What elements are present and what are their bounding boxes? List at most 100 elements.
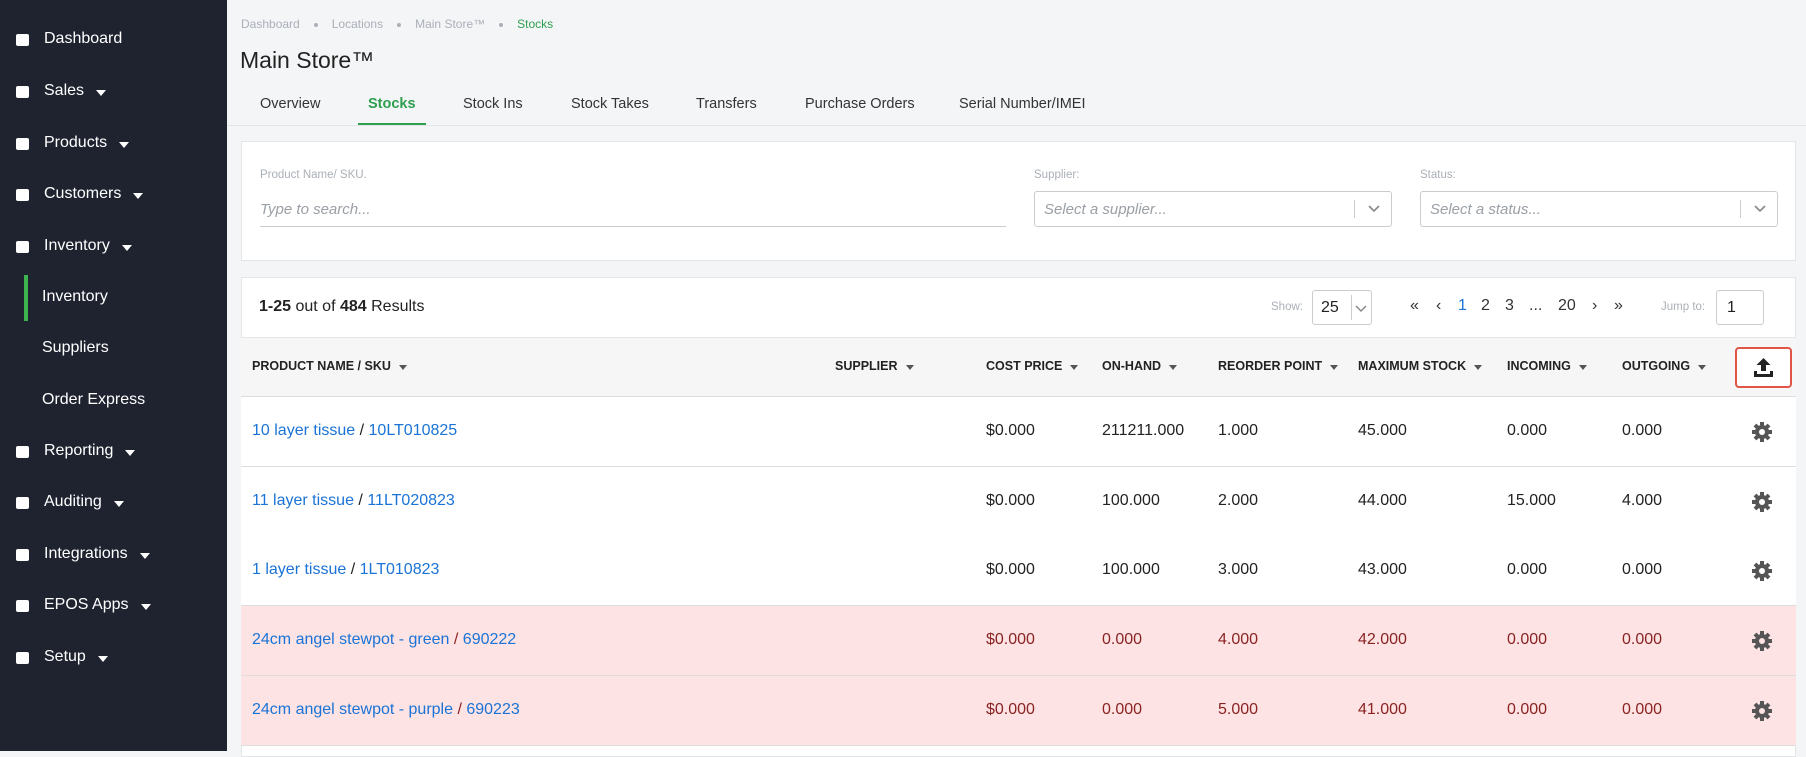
nav-item[interactable]: Reporting <box>44 442 114 459</box>
caret <box>133 193 144 199</box>
breadcrumb-item[interactable]: Locations <box>331 17 384 31</box>
page-link[interactable]: ‹ <box>1436 297 1442 314</box>
tab[interactable]: Stocks <box>368 96 416 112</box>
column-header[interactable]: ON-HAND <box>1102 359 1162 373</box>
column-header[interactable]: PRODUCT NAME / SKU <box>252 359 391 373</box>
caret <box>97 656 108 662</box>
breadcrumb-item[interactable]: Dashboard <box>241 17 300 31</box>
cell: 0.000 <box>1102 631 1143 649</box>
sort-caret <box>1578 365 1587 370</box>
page-link[interactable]: 1 <box>1458 297 1467 314</box>
nav-icon <box>16 652 29 664</box>
separator <box>397 22 402 27</box>
nav-subitem[interactable]: Suppliers <box>42 339 109 356</box>
page-link[interactable]: « <box>1410 297 1419 314</box>
column-header[interactable]: INCOMING <box>1507 359 1571 373</box>
cell: 15.000 <box>1507 491 1556 509</box>
product-name[interactable]: 10 layer tissue <box>252 422 356 439</box>
column-header[interactable]: COST PRICE <box>986 359 1063 373</box>
page-link[interactable]: › <box>1592 297 1598 314</box>
nav-item[interactable]: Products <box>44 134 108 151</box>
nav-subitem[interactable]: Order Express <box>42 391 146 408</box>
nav-item[interactable]: Setup <box>44 648 86 665</box>
breadcrumb-item[interactable]: Main Store™ <box>415 17 486 31</box>
product-sku[interactable]: 690222 <box>462 631 517 649</box>
active-indicator <box>24 275 28 321</box>
show-select[interactable]: 25 <box>1312 290 1372 325</box>
settings-icon[interactable] <box>1751 560 1773 582</box>
product-sku[interactable]: 10LT010825 <box>368 422 458 439</box>
sort-caret <box>1169 365 1178 370</box>
page-link[interactable]: 3 <box>1505 297 1514 314</box>
page-link[interactable]: 20 <box>1558 297 1576 314</box>
tab[interactable]: Overview <box>260 96 321 112</box>
tab[interactable]: Transfers <box>696 96 757 112</box>
settings-icon[interactable] <box>1751 421 1773 443</box>
table-row <box>241 397 1796 467</box>
cell: 0.000 <box>1507 561 1548 579</box>
tab[interactable]: Stock Takes <box>571 96 649 112</box>
nav-icon <box>16 138 29 150</box>
product-name[interactable]: 24cm angel stewpot - green <box>252 631 450 649</box>
status-select[interactable]: Select a status... <box>1420 191 1778 227</box>
nav-item[interactable]: Dashboard <box>44 30 123 47</box>
tab-underline <box>358 123 426 126</box>
page-link[interactable]: 2 <box>1481 297 1490 314</box>
show-label: Show: <box>1271 301 1303 313</box>
settings-icon[interactable] <box>1751 700 1773 722</box>
sort-caret <box>1070 365 1079 370</box>
settings-icon[interactable] <box>1751 630 1773 652</box>
jump-input[interactable]: 1 <box>1716 290 1764 325</box>
supplier-select[interactable]: Select a supplier... <box>1034 191 1392 227</box>
nav-item[interactable]: Auditing <box>44 493 102 510</box>
page-link[interactable]: ... <box>1529 297 1543 314</box>
caret <box>139 553 150 559</box>
product-sku[interactable]: 690223 <box>466 700 520 718</box>
sort-caret <box>905 365 914 370</box>
caret <box>113 501 124 507</box>
page-link[interactable]: » <box>1614 297 1623 314</box>
column-header[interactable]: OUTGOING <box>1622 359 1691 373</box>
column-header[interactable]: REORDER POINT <box>1218 359 1323 373</box>
cell: $0.000 <box>986 561 1035 579</box>
export-button[interactable] <box>1735 347 1792 388</box>
cell: 0.000 <box>1507 422 1548 439</box>
nav-item[interactable]: Integrations <box>44 545 128 562</box>
settings-icon[interactable] <box>1751 491 1773 513</box>
cell: 100.000 <box>1102 491 1160 509</box>
nav-item[interactable]: Sales <box>44 82 85 99</box>
cell: $0.000 <box>986 700 1035 718</box>
nav-subitem[interactable]: Inventory <box>42 288 108 305</box>
nav-item[interactable]: Customers <box>44 185 122 202</box>
cell: 45.000 <box>1358 422 1407 439</box>
tab[interactable]: Serial Number/IMEI <box>959 96 1086 112</box>
nav-icon <box>16 600 29 612</box>
product-cell: 24cm angel stewpot - purple / 690223 <box>252 700 520 718</box>
nav-icon <box>16 86 29 98</box>
breadcrumb-item: Stocks <box>517 17 554 31</box>
nav-icon <box>16 189 29 201</box>
nav-item[interactable]: Inventory <box>44 237 110 254</box>
product-name[interactable]: 11 layer tissue <box>252 491 354 509</box>
product-sku[interactable]: 11LT020823 <box>367 491 455 509</box>
placeholder: Select a status... <box>1430 201 1541 218</box>
search-input[interactable]: Type to search... <box>260 201 371 218</box>
column-header[interactable]: MAXIMUM STOCK <box>1358 359 1467 373</box>
cell: 41.000 <box>1358 700 1407 718</box>
product-name[interactable]: 24cm angel stewpot - purple <box>252 700 453 718</box>
product-cell: 11 layer tissue / 11LT020823 <box>252 491 455 509</box>
column-header[interactable]: SUPPLIER <box>835 359 898 373</box>
cell: 0.000 <box>1622 561 1663 579</box>
cell: 0.000 <box>1507 700 1548 718</box>
nav-icon <box>16 549 29 561</box>
tab[interactable]: Purchase Orders <box>805 96 915 112</box>
filter-label: Status: <box>1420 169 1456 181</box>
nav-item[interactable]: EPOS Apps <box>44 596 129 613</box>
nav-icon <box>16 446 29 458</box>
product-name[interactable]: 1 layer tissue <box>252 561 347 579</box>
jump-value: 1 <box>1727 299 1736 316</box>
tab[interactable]: Stock Ins <box>463 96 523 112</box>
cell: 1.000 <box>1218 422 1259 439</box>
product-sku[interactable]: 1LT010823 <box>359 561 440 579</box>
